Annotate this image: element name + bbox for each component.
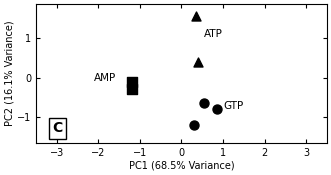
Text: C: C	[53, 121, 63, 135]
Point	[191, 124, 197, 127]
X-axis label: PC1 (68.5% Variance): PC1 (68.5% Variance)	[129, 161, 234, 171]
Point	[202, 102, 207, 105]
Point	[129, 87, 134, 90]
Y-axis label: PC2 (16.1% Variance): PC2 (16.1% Variance)	[4, 21, 14, 127]
Text: ATP: ATP	[204, 29, 223, 39]
Text: AMP: AMP	[94, 73, 117, 83]
Text: GTP: GTP	[223, 101, 243, 111]
Point	[214, 107, 219, 110]
Point	[195, 60, 201, 63]
Point	[193, 15, 199, 18]
Point	[129, 80, 134, 83]
